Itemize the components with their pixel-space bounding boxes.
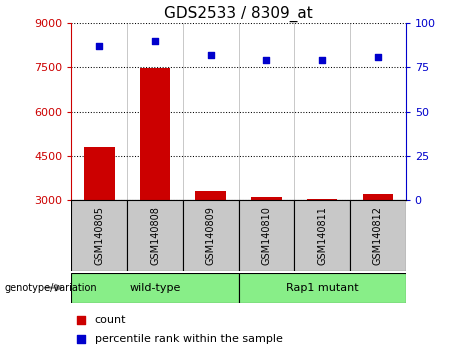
Point [263,57,270,63]
Text: GSM140810: GSM140810 [261,206,272,265]
Bar [238,200,294,271]
Text: GSM140809: GSM140809 [206,206,216,265]
Point [319,57,326,63]
Point [95,43,103,49]
Bar [307,199,337,200]
Text: wild-type: wild-type [130,282,181,293]
Bar [183,200,238,271]
Point [374,54,382,59]
Bar [195,190,226,200]
Text: GSM140808: GSM140808 [150,206,160,265]
Bar [140,68,170,200]
Point [78,336,85,341]
Bar [350,200,406,271]
Text: Rap1 mutant: Rap1 mutant [286,282,359,293]
Bar [251,197,282,200]
Point [151,38,159,44]
Text: GSM140812: GSM140812 [373,206,383,265]
Bar [238,273,406,303]
Bar [71,200,127,271]
Point [78,317,85,323]
Text: percentile rank within the sample: percentile rank within the sample [95,333,283,344]
Bar [362,194,393,200]
Text: count: count [95,315,126,325]
Title: GDS2533 / 8309_at: GDS2533 / 8309_at [164,5,313,22]
Bar [294,200,350,271]
Bar [127,200,183,271]
Text: GSM140811: GSM140811 [317,206,327,265]
Bar [84,147,115,200]
Point [207,52,214,58]
Bar [71,273,239,303]
Text: GSM140805: GSM140805 [95,206,104,265]
Text: genotype/variation: genotype/variation [5,282,97,293]
